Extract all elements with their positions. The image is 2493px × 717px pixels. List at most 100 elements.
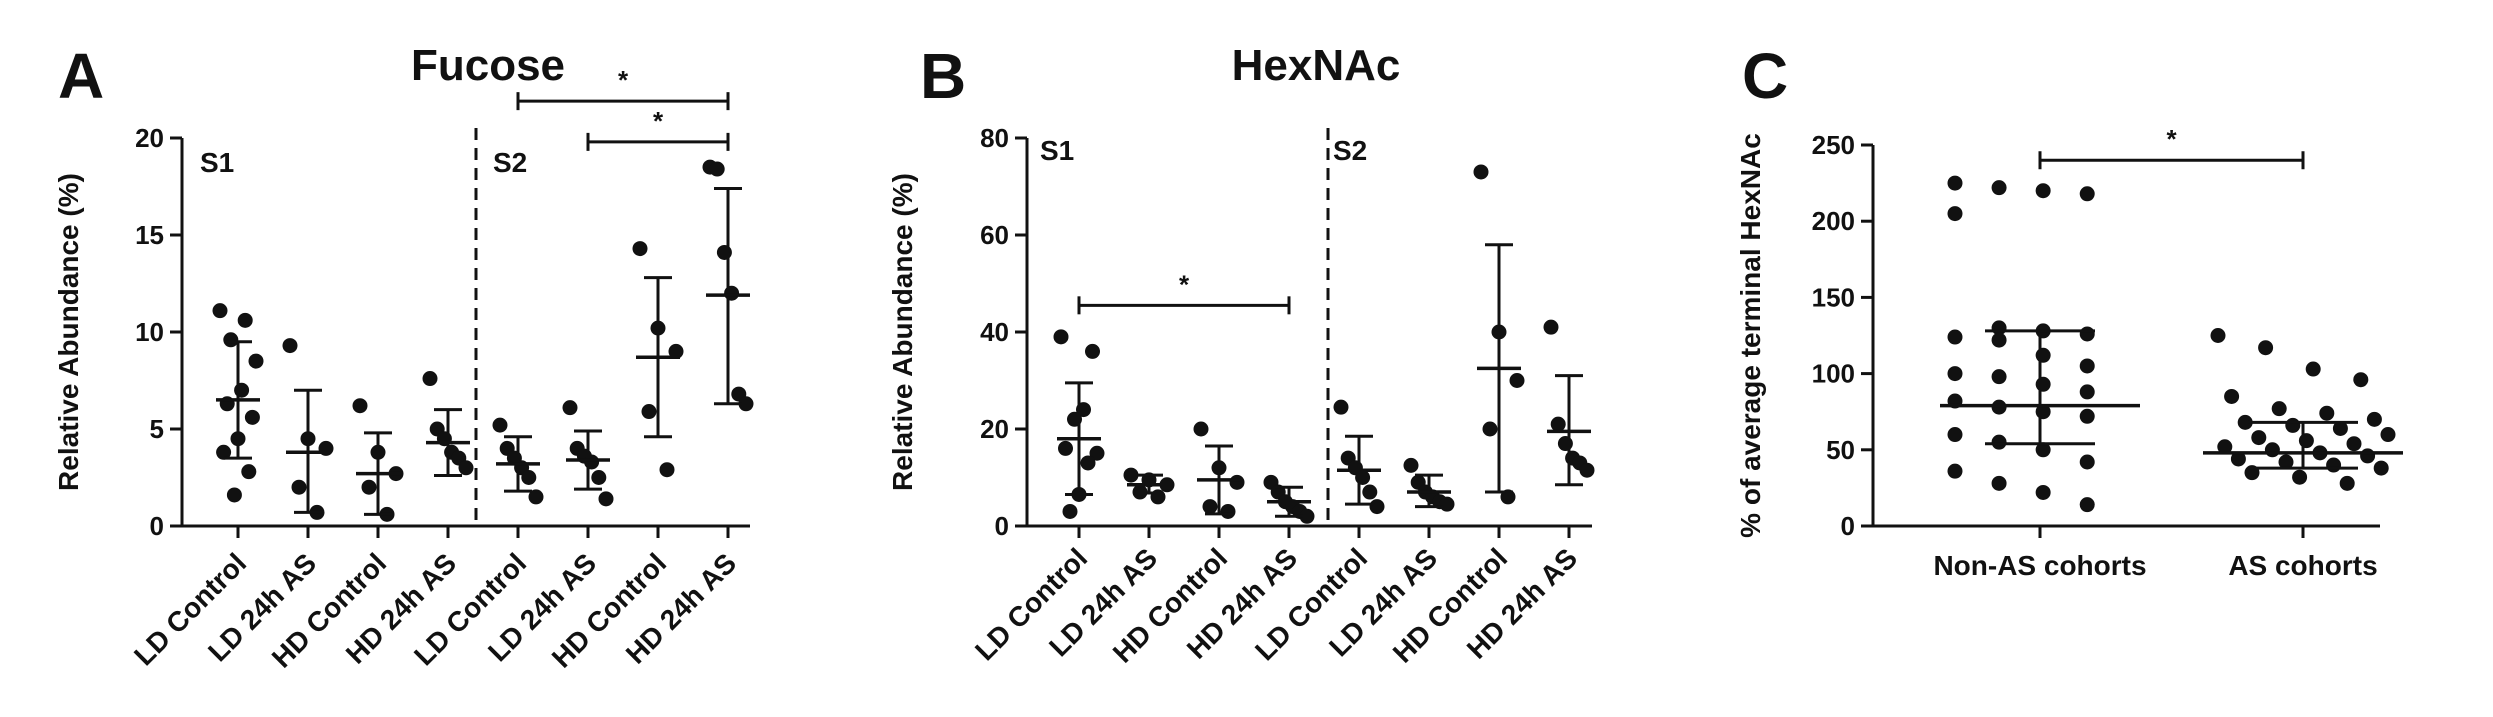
- segment-label: S2: [1333, 135, 1367, 166]
- data-point: [2258, 340, 2274, 356]
- data-point: [1579, 462, 1595, 478]
- data-point: [2285, 417, 2301, 433]
- data-point: [1550, 416, 1566, 432]
- data-point: [1947, 206, 1963, 222]
- data-point: [598, 491, 614, 507]
- data-point: [2079, 358, 2095, 374]
- data-point: [2353, 372, 2369, 388]
- data-point: [216, 444, 232, 460]
- significance-bracket: *: [2038, 124, 2305, 170]
- data-point: [1543, 319, 1559, 335]
- data-point: [2035, 484, 2051, 500]
- data-point: [1085, 343, 1100, 359]
- data-point: [2079, 186, 2095, 202]
- group-6: [632, 241, 684, 478]
- segment-label: S1: [200, 147, 234, 178]
- data-point: [1220, 503, 1236, 519]
- y-tick-label: 80: [980, 123, 1009, 153]
- data-point: [237, 312, 253, 328]
- data-point: [352, 398, 368, 414]
- data-point: [2319, 405, 2335, 421]
- data-point: [241, 464, 257, 480]
- data-point: [248, 353, 264, 369]
- group-7: [702, 159, 754, 412]
- data-point: [2035, 183, 2051, 199]
- significance-bracket: *: [1077, 269, 1291, 315]
- data-point: [2079, 497, 2095, 513]
- group-0: [1053, 329, 1105, 519]
- data-point: [1299, 508, 1315, 524]
- data-point: [1473, 164, 1489, 180]
- data-point: [2373, 460, 2389, 476]
- data-point: [2079, 326, 2095, 342]
- group-0: [1940, 175, 2140, 513]
- y-tick-label: 150: [1812, 282, 1855, 312]
- data-point: [2079, 384, 2095, 400]
- panel-c-label: C: [1742, 40, 1788, 112]
- y-tick-label: 250: [1812, 130, 1855, 160]
- data-point: [1991, 332, 2007, 348]
- data-point: [716, 244, 732, 260]
- group-2: [352, 398, 404, 522]
- significance-star: *: [2166, 124, 2177, 154]
- data-point: [1193, 421, 1209, 437]
- group-4: [1333, 399, 1385, 515]
- group-5: [562, 400, 614, 507]
- data-point: [282, 338, 298, 354]
- data-point: [1062, 503, 1078, 519]
- y-tick-label: 5: [150, 414, 164, 444]
- segment-label: S2: [493, 147, 527, 178]
- data-point: [1509, 373, 1525, 388]
- data-point: [1991, 434, 2007, 450]
- data-point: [2346, 436, 2362, 452]
- data-point: [223, 332, 239, 348]
- data-point: [2217, 439, 2233, 455]
- data-point: [668, 343, 684, 359]
- data-point: [2366, 411, 2382, 427]
- data-point: [2360, 448, 2376, 464]
- data-point: [361, 479, 377, 495]
- significance-bracket: *: [516, 65, 730, 111]
- segment-label: S1: [1040, 135, 1074, 166]
- data-point: [659, 462, 675, 478]
- panel-a-label: A: [58, 40, 104, 112]
- data-point: [1333, 399, 1349, 415]
- data-point: [1202, 499, 1218, 515]
- data-point: [226, 487, 242, 503]
- group-5: [1403, 457, 1455, 512]
- data-point: [562, 400, 578, 416]
- significance-star: *: [1179, 269, 1190, 299]
- data-point: [2035, 347, 2051, 363]
- y-tick-label: 100: [1812, 359, 1855, 389]
- data-point: [1947, 463, 1963, 479]
- data-point: [1947, 427, 1963, 443]
- data-point: [1947, 366, 1963, 382]
- panel-c: C 0 50 100 150 200 250 % of average terminal He…: [1735, 40, 2403, 581]
- data-point: [2224, 388, 2240, 404]
- data-point: [2210, 328, 2226, 343]
- category-label: Non-AS cohorts: [1933, 550, 2146, 581]
- significance-bracket: *: [586, 106, 730, 151]
- data-point: [1991, 369, 2007, 385]
- data-point: [234, 382, 250, 398]
- data-point: [2339, 475, 2355, 491]
- panel-b-label: B: [920, 40, 966, 112]
- panel-b-title: HexNAc: [1232, 41, 1401, 90]
- data-point: [1058, 440, 1073, 456]
- group-2: [1193, 421, 1245, 519]
- data-point: [2305, 361, 2321, 377]
- data-point: [632, 241, 648, 257]
- data-point: [1089, 445, 1105, 461]
- data-point: [2298, 433, 2314, 449]
- y-tick-label: 50: [1826, 435, 1855, 465]
- data-point: [709, 161, 725, 177]
- data-point: [2237, 414, 2253, 430]
- group-3: [1263, 474, 1315, 524]
- data-point: [2035, 442, 2051, 458]
- data-point: [2271, 401, 2287, 417]
- data-point: [1439, 496, 1455, 512]
- data-point: [2278, 454, 2294, 470]
